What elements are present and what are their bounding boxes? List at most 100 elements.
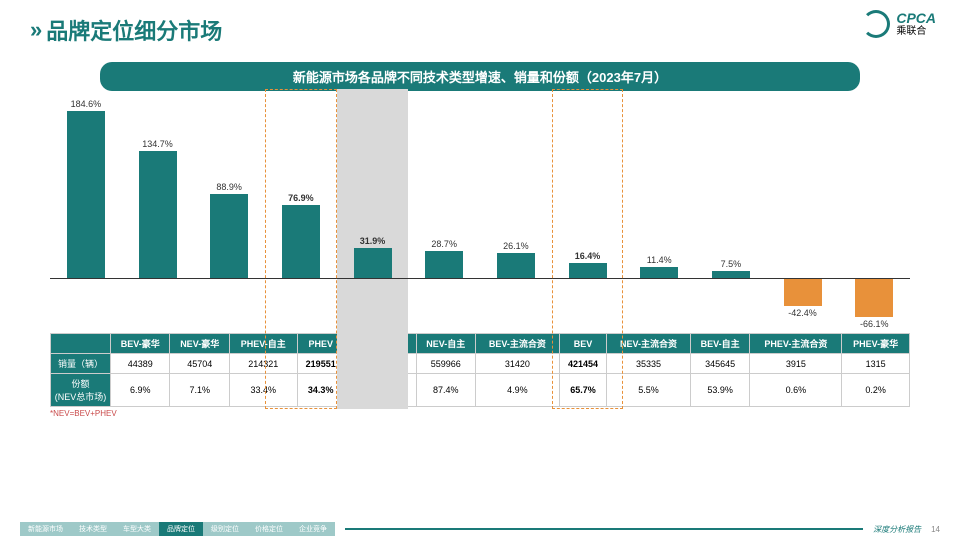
table-row: 份额 (NEV总市场)6.9%7.1%33.4%34.3%100.0%87.4%…: [51, 374, 910, 407]
table-body: 销量（辆）44389457042143212195516410055599663…: [51, 354, 910, 407]
nav-tab[interactable]: 企业竞争: [291, 522, 335, 536]
bar: [640, 267, 678, 278]
table-cell: 87.4%: [416, 374, 475, 407]
bar-col: 184.6%: [50, 99, 122, 278]
col-header: PHEV: [297, 334, 344, 354]
neg-bar-col: [695, 279, 767, 329]
table-cell: 641005: [344, 354, 416, 374]
bar-col: 26.1%: [480, 99, 552, 278]
col-header: PHEV-自主: [229, 334, 297, 354]
positive-bars-row: 184.6% 134.7% 88.9% 76.9% 31.9% 28.7% 26.1% 16.…: [50, 99, 910, 279]
page-title: 品牌定位细分市场: [46, 14, 222, 46]
report-label: 深度分析报告: [873, 524, 921, 535]
bar: [497, 253, 535, 278]
bar-value-label: 11.4%: [647, 255, 672, 265]
table-cell: 44389: [111, 354, 170, 374]
bar-col: 31.9%: [337, 99, 409, 278]
table-header-row: BEV-豪华NEV-豪华PHEV-自主PHEVNEV-总市场NEV-自主BEV-…: [51, 334, 910, 354]
page-header: » 品牌定位细分市场: [0, 0, 960, 52]
table-cell: 3915: [750, 354, 842, 374]
col-header: BEV: [559, 334, 606, 354]
table-row: 销量（辆）44389457042143212195516410055599663…: [51, 354, 910, 374]
nav-tab[interactable]: 级别定位: [203, 522, 247, 536]
neg-bar-col: [265, 279, 337, 329]
nav-tab[interactable]: 技术类型: [71, 522, 115, 536]
bar: [282, 205, 320, 278]
table-cell: 4.9%: [475, 374, 559, 407]
table-cell: 421454: [559, 354, 606, 374]
neg-bar: [855, 279, 893, 317]
table-cell: 53.9%: [690, 374, 749, 407]
nav-tab[interactable]: 品牌定位: [159, 522, 203, 536]
neg-bar-col: [193, 279, 265, 329]
bar-value-label: 88.9%: [216, 182, 242, 192]
nav-tabs: 新能源市场技术类型车型大类品牌定位级别定位价格定位企业竞争: [20, 522, 335, 536]
table-cell: 65.7%: [559, 374, 606, 407]
table-cell: 45704: [170, 354, 229, 374]
bar-col: [767, 99, 839, 278]
neg-bar-label: -42.4%: [788, 308, 817, 318]
bar: [354, 248, 392, 278]
table-cell: 345645: [690, 354, 749, 374]
neg-bar-col: [337, 279, 409, 329]
neg-bar-col: [122, 279, 194, 329]
col-header: BEV-主流合资: [475, 334, 559, 354]
table-cell: 6.9%: [111, 374, 170, 407]
table-cell: 559966: [416, 354, 475, 374]
data-table: BEV-豪华NEV-豪华PHEV-自主PHEVNEV-总市场NEV-自主BEV-…: [50, 333, 910, 407]
table-cell: 34.3%: [297, 374, 344, 407]
bar: [139, 151, 177, 278]
bar-col: 76.9%: [265, 99, 337, 278]
neg-bar-col: [623, 279, 695, 329]
logo-swirl-icon: [862, 10, 890, 38]
table-cell: 100.0%: [344, 374, 416, 407]
logo-main: CPCA: [896, 11, 936, 26]
bar-col: 134.7%: [122, 99, 194, 278]
logo-sub: 乘联合: [896, 26, 936, 37]
col-header: NEV-总市场: [344, 334, 416, 354]
neg-bar-col: [552, 279, 624, 329]
bar: [712, 271, 750, 278]
table-cell: 31420: [475, 354, 559, 374]
nav-tab[interactable]: 车型大类: [115, 522, 159, 536]
footnote: *NEV=BEV+PHEV: [50, 409, 960, 418]
bar-chart: 184.6% 134.7% 88.9% 76.9% 31.9% 28.7% 26.1% 16.…: [50, 99, 910, 329]
table-cell: 219551: [297, 354, 344, 374]
bar-value-label: 7.5%: [721, 259, 742, 269]
bar-value-label: 28.7%: [431, 239, 457, 249]
table-cell: 214321: [229, 354, 297, 374]
table-cell: 7.1%: [170, 374, 229, 407]
bar-col: 28.7%: [408, 99, 480, 278]
col-header: BEV-豪华: [111, 334, 170, 354]
bar: [425, 251, 463, 278]
col-header: BEV-自主: [690, 334, 749, 354]
table-cell: 0.6%: [750, 374, 842, 407]
row-header: 份额 (NEV总市场): [51, 374, 111, 407]
row-header: 销量（辆）: [51, 354, 111, 374]
bar-value-label: 134.7%: [142, 139, 173, 149]
nav-tab[interactable]: 新能源市场: [20, 522, 71, 536]
neg-bar-col: [50, 279, 122, 329]
neg-bar: [784, 279, 822, 306]
nav-tab[interactable]: 价格定位: [247, 522, 291, 536]
bar-col: 11.4%: [623, 99, 695, 278]
chart-banner: 新能源市场各品牌不同技术类型增速、销量和份额（2023年7月）: [100, 62, 860, 91]
bar: [569, 263, 607, 279]
neg-bar-col: [408, 279, 480, 329]
table-cell: 33.4%: [229, 374, 297, 407]
page-footer: 新能源市场技术类型车型大类品牌定位级别定位价格定位企业竞争 深度分析报告 14: [0, 522, 960, 536]
footer-right: 深度分析报告 14: [873, 524, 940, 535]
bar-value-label: 16.4%: [575, 251, 601, 261]
table-cell: 1315: [842, 354, 910, 374]
negative-bars-row: -42.4% -66.1%: [50, 279, 910, 329]
bar: [67, 111, 105, 278]
neg-bar-col: -42.4%: [767, 279, 839, 329]
data-table-wrap: BEV-豪华NEV-豪华PHEV-自主PHEVNEV-总市场NEV-自主BEV-…: [50, 333, 910, 407]
bar-value-label: 184.6%: [71, 99, 102, 109]
neg-bar-label: -66.1%: [860, 319, 889, 329]
col-header: PHEV-豪华: [842, 334, 910, 354]
bar-value-label: 76.9%: [288, 193, 314, 203]
neg-bar-col: -66.1%: [838, 279, 910, 329]
table-cell: 5.5%: [607, 374, 691, 407]
col-header: PHEV-主流合资: [750, 334, 842, 354]
